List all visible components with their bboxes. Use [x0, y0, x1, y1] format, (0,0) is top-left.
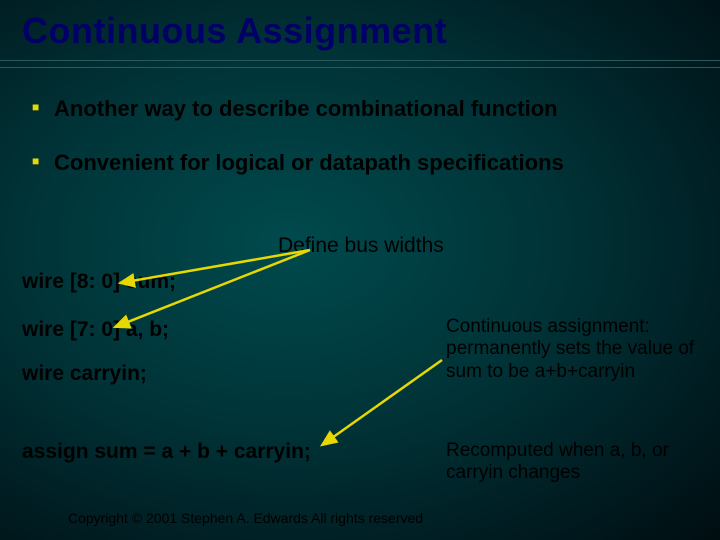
title-rule-1: [0, 60, 720, 61]
bullet-2: ■Convenient for logical or datapath spec…: [32, 150, 564, 176]
code-line-4: assign sum = a + b + carryin;: [22, 440, 311, 464]
bullet-1-text: Another way to describe combinational fu…: [54, 96, 558, 121]
bullet-marker-icon: ■: [32, 150, 54, 172]
bullet-2-text: Convenient for logical or datapath speci…: [54, 150, 564, 175]
title-rule-2: [0, 67, 720, 68]
annotation-continuous-assignment: Continuous assignment: permanently sets …: [446, 316, 701, 383]
code-line-2: wire [7: 0] a, b;: [22, 318, 169, 342]
slide: Continuous Assignment ■Another way to de…: [0, 0, 720, 540]
slide-title: Continuous Assignment: [22, 10, 447, 52]
bullet-1: ■Another way to describe combinational f…: [32, 96, 558, 122]
copyright-footer: Copyright © 2001 Stephen A. Edwards All …: [68, 510, 423, 526]
annotation-define-bus-widths: Define bus widths: [278, 234, 444, 259]
code-line-1: wire [8: 0] sum;: [22, 270, 176, 294]
code-line-3: wire carryin;: [22, 362, 147, 386]
annotation-recomputed: Recomputed when a, b, or carryin changes: [446, 440, 701, 485]
bullet-marker-icon: ■: [32, 96, 54, 118]
arrow-icon: [322, 360, 442, 445]
